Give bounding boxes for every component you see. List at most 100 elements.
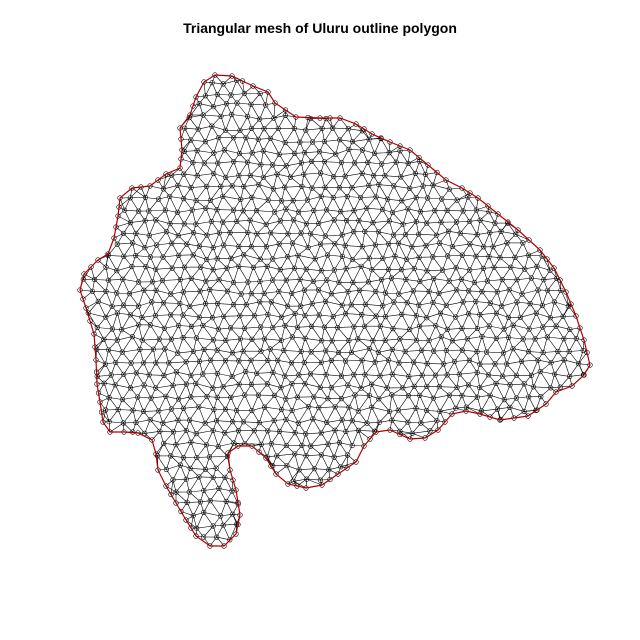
mesh-edge <box>239 137 247 154</box>
mesh-node <box>438 334 444 340</box>
mesh-node <box>342 243 348 249</box>
mesh-edge <box>155 385 174 389</box>
mesh-node <box>382 173 388 179</box>
mesh-node <box>425 195 431 201</box>
mesh-edge <box>267 188 274 201</box>
mesh-edge <box>213 152 219 164</box>
mesh-node <box>249 336 255 342</box>
mesh-edge <box>351 348 370 353</box>
mesh-edge <box>200 501 204 513</box>
boundary-node <box>361 126 367 132</box>
mesh-edge <box>264 338 282 341</box>
mesh-edge <box>96 349 106 365</box>
mesh-edge <box>294 453 300 470</box>
mesh-edge <box>209 456 217 469</box>
mesh-node <box>221 242 227 248</box>
mesh-edge <box>225 360 233 377</box>
mesh-edge <box>327 254 335 271</box>
mesh-edge <box>202 317 213 326</box>
mesh-edge <box>285 396 298 400</box>
mesh-node <box>409 430 415 436</box>
mesh-node <box>322 184 328 190</box>
mesh-edge <box>386 387 393 396</box>
mesh-edge <box>312 407 320 420</box>
mesh-edge <box>476 364 481 373</box>
mesh-node <box>218 183 224 189</box>
mesh-node <box>352 160 358 166</box>
mesh-edge <box>333 316 338 328</box>
mesh-edge <box>324 327 333 341</box>
mesh-edge <box>195 186 207 201</box>
mesh-node <box>510 346 516 352</box>
mesh-node <box>465 382 472 388</box>
mesh-edge <box>419 270 428 282</box>
mesh-edge <box>310 373 327 375</box>
mesh-node <box>147 417 153 423</box>
mesh-node <box>160 186 167 192</box>
mesh-edge <box>365 304 383 307</box>
mesh-node <box>413 313 420 319</box>
mesh-edge <box>313 387 321 397</box>
mesh-node <box>210 523 216 529</box>
mesh-edge <box>345 420 353 432</box>
mesh-edge <box>398 351 406 364</box>
mesh-edge <box>220 186 224 197</box>
mesh-node <box>218 113 224 119</box>
mesh-edge <box>171 175 179 186</box>
mesh-edge <box>311 326 322 341</box>
mesh-edge <box>117 399 123 410</box>
mesh-edge <box>195 383 213 389</box>
mesh-edge <box>352 246 363 260</box>
mesh-edge <box>433 350 444 365</box>
mesh-edge <box>338 340 350 353</box>
mesh-node <box>215 160 221 166</box>
mesh-node <box>387 408 393 415</box>
boundary-node <box>397 143 403 149</box>
mesh-node <box>160 300 167 306</box>
mesh-edge <box>239 152 253 154</box>
mesh-edge <box>331 293 343 306</box>
mesh-node <box>245 159 251 165</box>
mesh-edge <box>462 338 468 351</box>
mesh-edge <box>243 254 261 260</box>
mesh-edge <box>238 421 244 431</box>
mesh-edge <box>238 266 249 283</box>
mesh-edge <box>367 153 375 163</box>
mesh-edge <box>353 360 363 375</box>
boundary-node <box>537 247 543 253</box>
mesh-node <box>135 394 141 400</box>
mesh-edge <box>96 376 105 384</box>
mesh-edge <box>205 94 218 97</box>
mesh-edge <box>298 374 306 384</box>
boundary-node <box>163 483 169 489</box>
mesh-edge <box>409 329 417 341</box>
mesh-node <box>547 267 553 273</box>
mesh-edge <box>448 231 453 247</box>
mesh-edge <box>151 301 164 304</box>
mesh-edge <box>389 411 393 421</box>
mesh-edge <box>502 376 511 386</box>
mesh-edge <box>171 408 184 410</box>
mesh-node <box>521 408 527 415</box>
mesh-node <box>296 372 302 378</box>
mesh-node <box>175 233 181 239</box>
mesh-edge <box>352 445 365 447</box>
mesh-edge <box>244 85 254 94</box>
mesh-edge <box>203 114 222 117</box>
mesh-edge <box>225 397 232 410</box>
mesh-edge <box>351 290 360 305</box>
mesh-node <box>500 373 506 379</box>
mesh-edge <box>212 477 220 489</box>
mesh-edge <box>325 118 333 129</box>
mesh-edge <box>170 444 177 457</box>
mesh-node <box>332 241 338 247</box>
mesh-edge <box>456 384 469 388</box>
mesh-edge <box>320 243 328 256</box>
mesh-node <box>318 430 324 436</box>
mesh-node <box>310 416 316 422</box>
mesh-edge <box>305 445 311 456</box>
mesh-edge <box>305 433 311 447</box>
mesh-edge <box>145 256 151 267</box>
mesh-edge <box>148 209 166 212</box>
mesh-edge <box>476 336 483 352</box>
